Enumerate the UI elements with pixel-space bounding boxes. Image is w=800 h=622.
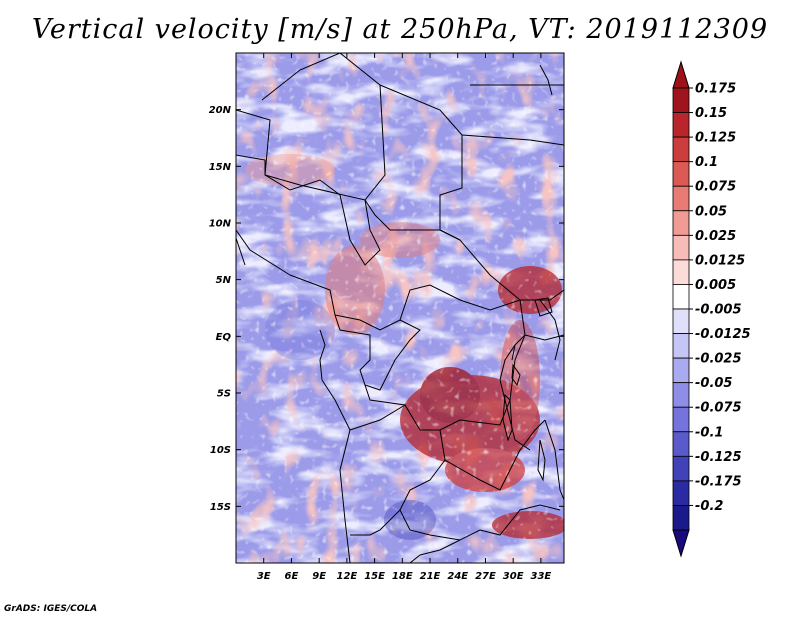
latitude-labels: 20N 15N 10N 5N EQ 5S 10S 15S	[209, 105, 232, 513]
colorbar-swatch	[672, 234, 690, 261]
colorbar-label: -0.2	[695, 499, 723, 514]
colorbar-swatch	[672, 112, 690, 138]
colorbar-label: 0.025	[695, 229, 736, 244]
colorbar-label: 0.125	[695, 131, 736, 146]
lon-label: 9E	[312, 571, 326, 582]
software-credit: GrADS: IGES/COLA	[4, 604, 98, 614]
lat-label: 15S	[210, 502, 231, 513]
colorbar-label: 0.075	[695, 180, 736, 195]
colorbar-label: 0.15	[695, 106, 727, 121]
country-borders	[236, 53, 564, 563]
lon-label: 15E	[364, 571, 385, 582]
lon-label: 24E	[447, 571, 468, 582]
lon-label: 18E	[392, 571, 413, 582]
colorbar-label: 0.1	[695, 155, 718, 170]
colorbar-label: -0.05	[695, 376, 732, 391]
colorbar-swatch	[672, 87, 690, 113]
colorbar-label: -0.125	[695, 450, 742, 465]
lat-label: 5S	[217, 389, 231, 400]
colorbar-swatch	[672, 210, 690, 236]
chart-title: Vertical velocity [m/s] at 250hPa, VT: 2…	[31, 14, 769, 45]
lon-label: 6E	[285, 571, 299, 582]
colorbar-label: -0.0125	[695, 327, 751, 342]
colorbar-label: 0.175	[695, 82, 736, 97]
lon-label: 27E	[475, 571, 496, 582]
lon-label: 3E	[257, 571, 271, 582]
colorbar-swatch	[672, 333, 690, 359]
colorbar-swatch	[672, 259, 690, 285]
lat-label: 10S	[210, 445, 231, 456]
colorbar: 0.175 0.15 0.125 0.1 0.075 0.05 0.025 0.0125 0.0…	[672, 60, 751, 558]
colorbar-swatch	[672, 161, 690, 187]
colorbar-label: -0.005	[695, 303, 742, 318]
colorbar-swatch	[672, 357, 690, 384]
colorbar-label: -0.025	[695, 352, 742, 367]
colorbar-swatch	[672, 505, 690, 531]
colorbar-swatch	[672, 431, 690, 457]
colorbar-swatch	[672, 406, 690, 433]
map-frame	[235, 52, 565, 564]
colorbar-swatch	[672, 185, 690, 212]
lat-label: 20N	[209, 105, 232, 116]
longitude-labels: 3E 6E 9E 12E 15E 18E 21E 24E 27E 30E 33E	[257, 571, 552, 582]
lat-label: EQ	[216, 332, 232, 343]
lat-label: 5N	[216, 275, 232, 286]
lon-label: 21E	[420, 571, 441, 582]
colorbar-label: 0.05	[695, 204, 727, 219]
lon-label: 30E	[503, 571, 524, 582]
colorbar-swatch	[672, 136, 690, 163]
colorbar-top-arrow	[672, 60, 690, 89]
axis-ticks	[236, 53, 564, 563]
colorbar-label: -0.175	[695, 474, 742, 489]
colorbar-bottom-arrow	[672, 529, 690, 558]
colorbar-swatch	[672, 284, 690, 310]
colorbar-label: -0.1	[695, 425, 723, 440]
vertical-velocity-field	[236, 53, 564, 563]
colorbar-swatch	[672, 480, 690, 506]
colorbar-label: 0.005	[695, 278, 736, 293]
lat-label: 10N	[209, 219, 232, 230]
lon-label: 12E	[336, 571, 357, 582]
colorbar-swatch	[672, 308, 690, 334]
lon-label: 33E	[531, 571, 552, 582]
colorbar-swatch	[672, 382, 690, 408]
lat-label: 15N	[209, 162, 232, 173]
colorbar-label: -0.075	[695, 401, 742, 416]
colorbar-label: 0.0125	[695, 253, 745, 268]
colorbar-swatch	[672, 455, 690, 482]
